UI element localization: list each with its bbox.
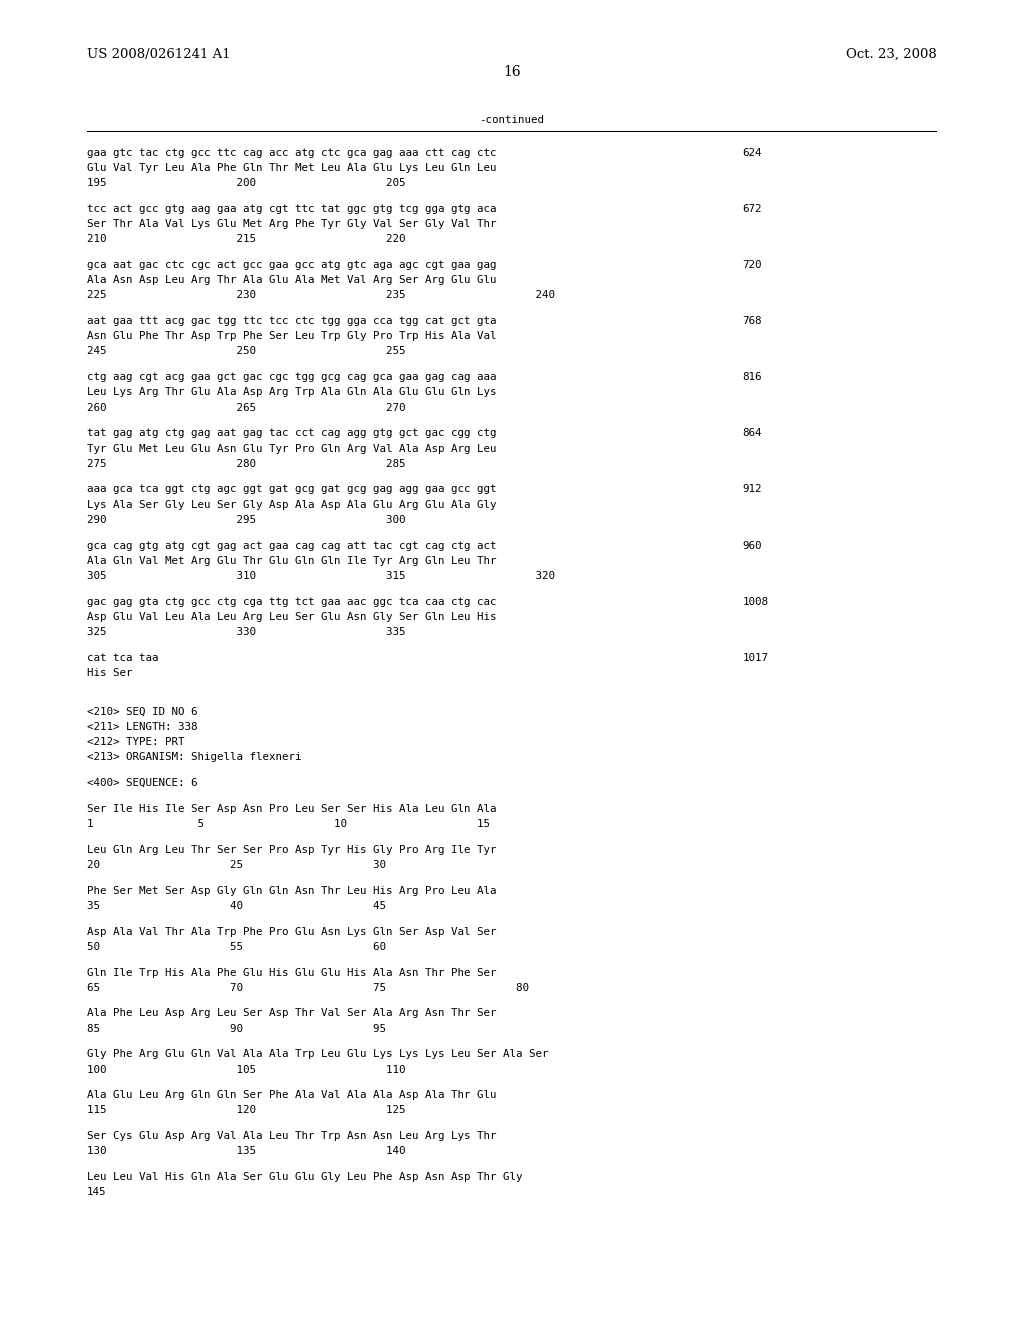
Text: ctg aag cgt acg gaa gct gac cgc tgg gcg cag gca gaa gag cag aaa: ctg aag cgt acg gaa gct gac cgc tgg gcg … — [87, 372, 497, 383]
Text: 305                    310                    315                    320: 305 310 315 320 — [87, 570, 555, 581]
Text: 115                    120                    125: 115 120 125 — [87, 1105, 406, 1115]
Text: Tyr Glu Met Leu Glu Asn Glu Tyr Pro Gln Arg Val Ala Asp Arg Leu: Tyr Glu Met Leu Glu Asn Glu Tyr Pro Gln … — [87, 444, 497, 454]
Text: -continued: -continued — [479, 115, 545, 125]
Text: 290                    295                    300: 290 295 300 — [87, 515, 406, 525]
Text: 145: 145 — [87, 1187, 106, 1197]
Text: <212> TYPE: PRT: <212> TYPE: PRT — [87, 737, 184, 747]
Text: gac gag gta ctg gcc ctg cga ttg tct gaa aac ggc tca caa ctg cac: gac gag gta ctg gcc ctg cga ttg tct gaa … — [87, 597, 497, 607]
Text: 624: 624 — [742, 148, 762, 158]
Text: 912: 912 — [742, 484, 762, 495]
Text: 260                    265                    270: 260 265 270 — [87, 403, 406, 413]
Text: 35                    40                    45: 35 40 45 — [87, 900, 386, 911]
Text: 16: 16 — [503, 65, 521, 79]
Text: Oct. 23, 2008: Oct. 23, 2008 — [846, 48, 937, 61]
Text: 100                    105                    110: 100 105 110 — [87, 1064, 406, 1074]
Text: gaa gtc tac ctg gcc ttc cag acc atg ctc gca gag aaa ctt cag ctc: gaa gtc tac ctg gcc ttc cag acc atg ctc … — [87, 148, 497, 158]
Text: <210> SEQ ID NO 6: <210> SEQ ID NO 6 — [87, 706, 198, 717]
Text: 275                    280                    285: 275 280 285 — [87, 458, 406, 469]
Text: Gln Ile Trp His Ala Phe Glu His Glu Glu His Ala Asn Thr Phe Ser: Gln Ile Trp His Ala Phe Glu His Glu Glu … — [87, 968, 497, 978]
Text: Asn Glu Phe Thr Asp Trp Phe Ser Leu Trp Gly Pro Trp His Ala Val: Asn Glu Phe Thr Asp Trp Phe Ser Leu Trp … — [87, 331, 497, 342]
Text: 816: 816 — [742, 372, 762, 383]
Text: Leu Gln Arg Leu Thr Ser Ser Pro Asp Tyr His Gly Pro Arg Ile Tyr: Leu Gln Arg Leu Thr Ser Ser Pro Asp Tyr … — [87, 845, 497, 855]
Text: tcc act gcc gtg aag gaa atg cgt ttc tat ggc gtg tcg gga gtg aca: tcc act gcc gtg aag gaa atg cgt ttc tat … — [87, 203, 497, 214]
Text: 20                    25                    30: 20 25 30 — [87, 859, 386, 870]
Text: 245                    250                    255: 245 250 255 — [87, 346, 406, 356]
Text: 65                    70                    75                    80: 65 70 75 80 — [87, 982, 529, 993]
Text: 130                    135                    140: 130 135 140 — [87, 1146, 406, 1156]
Text: gca aat gac ctc cgc act gcc gaa gcc atg gtc aga agc cgt gaa gag: gca aat gac ctc cgc act gcc gaa gcc atg … — [87, 260, 497, 271]
Text: 85                    90                    95: 85 90 95 — [87, 1023, 386, 1034]
Text: gca cag gtg atg cgt gag act gaa cag cag att tac cgt cag ctg act: gca cag gtg atg cgt gag act gaa cag cag … — [87, 540, 497, 550]
Text: Ala Asn Asp Leu Arg Thr Ala Glu Ala Met Val Arg Ser Arg Glu Glu: Ala Asn Asp Leu Arg Thr Ala Glu Ala Met … — [87, 275, 497, 285]
Text: 768: 768 — [742, 315, 762, 326]
Text: <400> SEQUENCE: 6: <400> SEQUENCE: 6 — [87, 777, 198, 788]
Text: Leu Leu Val His Gln Ala Ser Glu Glu Gly Leu Phe Asp Asn Asp Thr Gly: Leu Leu Val His Gln Ala Ser Glu Glu Gly … — [87, 1172, 522, 1183]
Text: Ser Thr Ala Val Lys Glu Met Arg Phe Tyr Gly Val Ser Gly Val Thr: Ser Thr Ala Val Lys Glu Met Arg Phe Tyr … — [87, 219, 497, 230]
Text: 225                    230                    235                    240: 225 230 235 240 — [87, 290, 555, 301]
Text: 1017: 1017 — [742, 652, 768, 663]
Text: 864: 864 — [742, 428, 762, 438]
Text: Glu Val Tyr Leu Ala Phe Gln Thr Met Leu Ala Glu Lys Leu Gln Leu: Glu Val Tyr Leu Ala Phe Gln Thr Met Leu … — [87, 162, 497, 173]
Text: tat gag atg ctg gag aat gag tac cct cag agg gtg gct gac cgg ctg: tat gag atg ctg gag aat gag tac cct cag … — [87, 428, 497, 438]
Text: 672: 672 — [742, 203, 762, 214]
Text: 1                5                    10                    15: 1 5 10 15 — [87, 818, 490, 829]
Text: Gly Phe Arg Glu Gln Val Ala Ala Trp Leu Glu Lys Lys Lys Leu Ser Ala Ser: Gly Phe Arg Glu Gln Val Ala Ala Trp Leu … — [87, 1049, 549, 1060]
Text: His Ser: His Ser — [87, 668, 132, 678]
Text: Ala Gln Val Met Arg Glu Thr Glu Gln Gln Ile Tyr Arg Gln Leu Thr: Ala Gln Val Met Arg Glu Thr Glu Gln Gln … — [87, 556, 497, 566]
Text: 960: 960 — [742, 540, 762, 550]
Text: US 2008/0261241 A1: US 2008/0261241 A1 — [87, 48, 230, 61]
Text: <211> LENGTH: 338: <211> LENGTH: 338 — [87, 722, 198, 733]
Text: 50                    55                    60: 50 55 60 — [87, 941, 386, 952]
Text: 1008: 1008 — [742, 597, 768, 607]
Text: Phe Ser Met Ser Asp Gly Gln Gln Asn Thr Leu His Arg Pro Leu Ala: Phe Ser Met Ser Asp Gly Gln Gln Asn Thr … — [87, 886, 497, 896]
Text: Leu Lys Arg Thr Glu Ala Asp Arg Trp Ala Gln Ala Glu Glu Gln Lys: Leu Lys Arg Thr Glu Ala Asp Arg Trp Ala … — [87, 387, 497, 397]
Text: aaa gca tca ggt ctg agc ggt gat gcg gat gcg gag agg gaa gcc ggt: aaa gca tca ggt ctg agc ggt gat gcg gat … — [87, 484, 497, 495]
Text: Ala Glu Leu Arg Gln Gln Ser Phe Ala Val Ala Ala Asp Ala Thr Glu: Ala Glu Leu Arg Gln Gln Ser Phe Ala Val … — [87, 1090, 497, 1101]
Text: Lys Ala Ser Gly Leu Ser Gly Asp Ala Asp Ala Glu Arg Glu Ala Gly: Lys Ala Ser Gly Leu Ser Gly Asp Ala Asp … — [87, 499, 497, 510]
Text: 210                    215                    220: 210 215 220 — [87, 234, 406, 244]
Text: Asp Glu Val Leu Ala Leu Arg Leu Ser Glu Asn Gly Ser Gln Leu His: Asp Glu Val Leu Ala Leu Arg Leu Ser Glu … — [87, 611, 497, 622]
Text: cat tca taa: cat tca taa — [87, 652, 159, 663]
Text: Ala Phe Leu Asp Arg Leu Ser Asp Thr Val Ser Ala Arg Asn Thr Ser: Ala Phe Leu Asp Arg Leu Ser Asp Thr Val … — [87, 1008, 497, 1019]
Text: Asp Ala Val Thr Ala Trp Phe Pro Glu Asn Lys Gln Ser Asp Val Ser: Asp Ala Val Thr Ala Trp Phe Pro Glu Asn … — [87, 927, 497, 937]
Text: 195                    200                    205: 195 200 205 — [87, 178, 406, 189]
Text: 720: 720 — [742, 260, 762, 271]
Text: Ser Cys Glu Asp Arg Val Ala Leu Thr Trp Asn Asn Leu Arg Lys Thr: Ser Cys Glu Asp Arg Val Ala Leu Thr Trp … — [87, 1131, 497, 1142]
Text: 325                    330                    335: 325 330 335 — [87, 627, 406, 638]
Text: aat gaa ttt acg gac tgg ttc tcc ctc tgg gga cca tgg cat gct gta: aat gaa ttt acg gac tgg ttc tcc ctc tgg … — [87, 315, 497, 326]
Text: Ser Ile His Ile Ser Asp Asn Pro Leu Ser Ser His Ala Leu Gln Ala: Ser Ile His Ile Ser Asp Asn Pro Leu Ser … — [87, 804, 497, 814]
Text: <213> ORGANISM: Shigella flexneri: <213> ORGANISM: Shigella flexneri — [87, 752, 301, 763]
